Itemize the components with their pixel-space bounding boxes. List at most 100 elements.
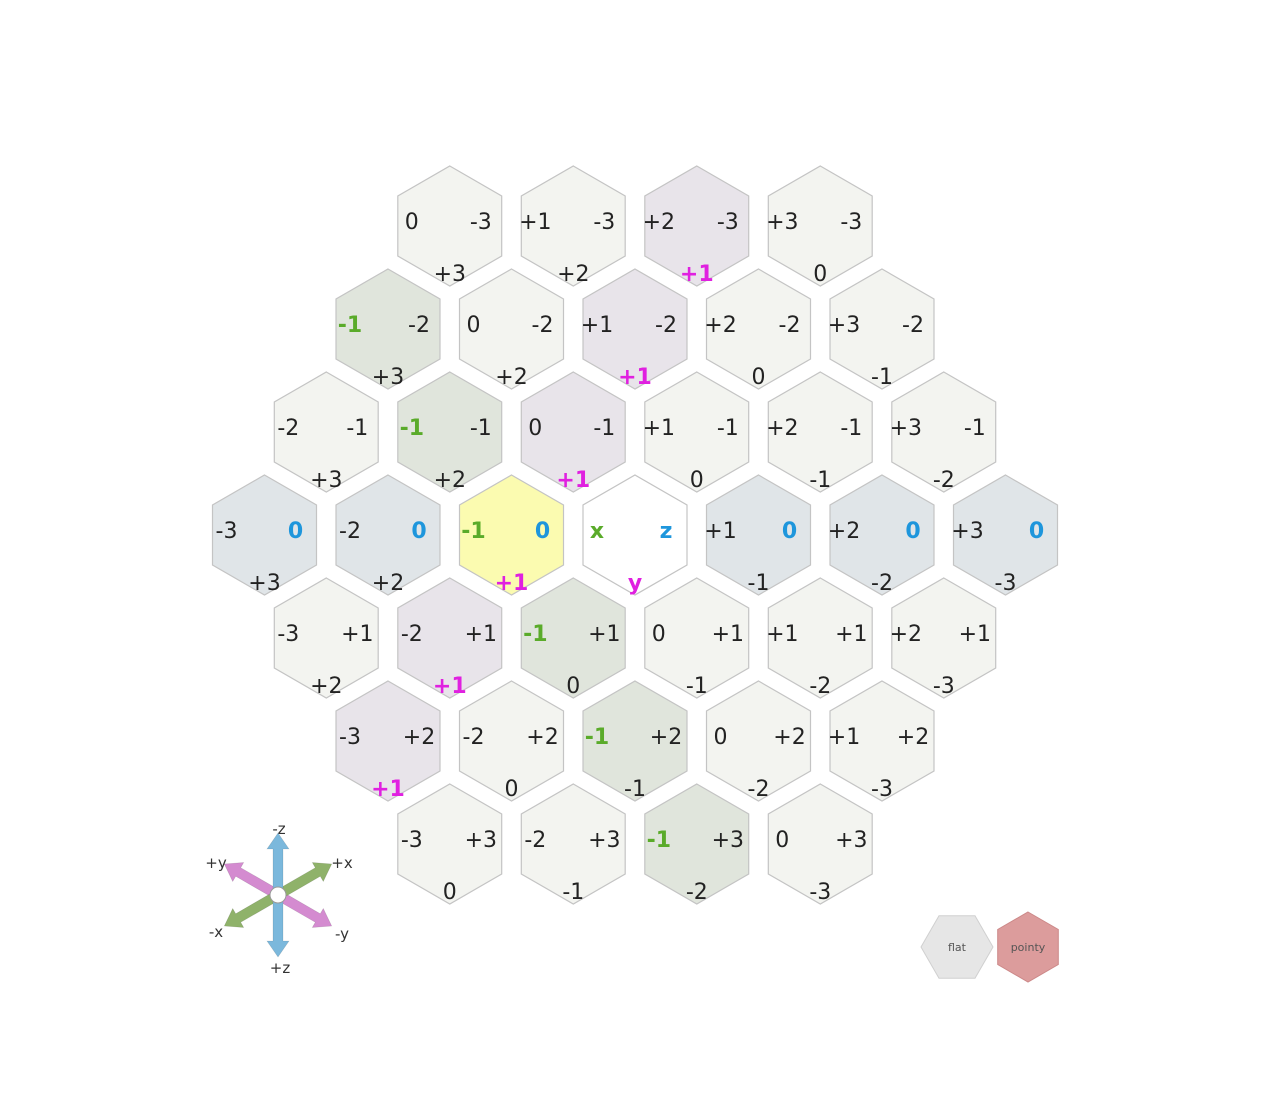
hex-cell[interactable]: -1 +2 -1 [582,680,688,802]
axis-label-plus-z: +z [270,959,291,977]
flat-orientation-button[interactable]: flat [920,915,994,979]
hex-cell[interactable]: -1 +3 -2 [644,783,750,905]
hex-shape[interactable] [644,371,750,493]
hex-cell[interactable]: +1 +1 -2 [766,577,873,699]
pointy-button-label[interactable]: pointy [1011,941,1046,954]
hex-cell[interactable]: -2 +1 +1 [397,577,503,699]
hex-shape[interactable] [952,474,1059,596]
hex-shape[interactable] [397,783,503,905]
hex-x-coord: +2 [704,313,736,338]
hex-shape[interactable] [705,474,812,596]
hex-z-coord: +2 [403,725,435,750]
hex-cell[interactable]: -3 +2 +1 [335,680,441,802]
hex-cell[interactable]: +2 0 -2 [828,474,935,596]
hex-cell[interactable]: -1 0 +1 [458,474,565,596]
hex-cell[interactable]: -1 -1 +2 [397,371,503,493]
hex-shape[interactable] [520,165,626,287]
hex-z-coord: +3 [835,828,867,853]
hex-shape[interactable] [397,165,503,287]
hex-z-coord: 0 [535,519,550,544]
hex-y-coord: +1 [556,468,590,493]
flat-button-shape[interactable] [920,915,994,979]
hex-shape[interactable] [582,680,688,802]
hex-cell[interactable]: +1 -2 +1 [581,268,688,390]
hex-shape[interactable] [458,680,565,802]
hex-shape[interactable] [520,783,626,905]
hex-x-coord: -1 [647,828,671,853]
hex-x-coord: -2 [277,416,299,441]
hex-cell[interactable]: -3 +1 +2 [273,577,379,699]
hex-shape[interactable] [397,371,503,493]
hex-cell[interactable]: -3 +3 0 [397,783,503,905]
hex-x-coord: +1 [828,725,860,750]
hex-y-coord: -3 [809,880,831,905]
hex-shape[interactable] [644,165,750,287]
hex-shape[interactable] [767,371,873,493]
hex-cell[interactable]: +3 -2 -1 [828,268,935,390]
hex-x-coord: +1 [581,313,613,338]
hex-shape[interactable] [582,268,688,390]
hex-shape[interactable] [520,371,626,493]
hex-cell[interactable]: 0 +3 -3 [767,783,873,905]
hex-shape[interactable] [644,577,750,699]
hex-cell[interactable]: 0 +2 -2 [705,680,812,802]
hex-shape[interactable] [273,371,379,493]
hex-shape[interactable] [829,268,935,390]
hex-cell[interactable]: 0 -1 +1 [520,371,626,493]
hex-shape[interactable] [273,577,379,699]
hex-shape[interactable] [891,371,997,493]
hex-cell[interactable]: -2 +2 0 [458,680,565,802]
hex-shape[interactable] [335,474,441,596]
hex-y-coord: +3 [372,365,404,390]
hex-cell[interactable]: +3 0 -3 [951,474,1059,596]
hex-y-coord: 0 [505,777,519,802]
hex-cell[interactable]: +1 -1 0 [643,371,750,493]
hex-shape[interactable] [705,268,812,390]
hex-y-coord: +1 [495,571,529,596]
hex-cells-layer: 0 -3+3+1 -3+2+2 -3+1+3 -30-1 -2+30 -2+2+1 -2+1+… [211,165,1059,905]
hex-cell[interactable]: 0 -3 +3 [397,165,503,287]
hex-cell[interactable]: +1 -3 +2 [519,165,626,287]
hex-shape[interactable] [458,474,565,596]
hex-shape[interactable] [829,680,935,802]
hex-cell[interactable]: +2 -3 +1 [643,165,750,287]
hex-shape[interactable] [767,165,873,287]
hex-cell[interactable]: -1 -2 +3 [335,268,441,390]
hex-x-coord: +2 [643,210,675,235]
hex-cell[interactable]: -2 -1 +3 [273,371,379,493]
pointy-orientation-button[interactable]: pointy [997,911,1059,983]
hex-shape[interactable] [829,474,935,596]
hex-shape[interactable] [582,474,688,596]
hex-shape[interactable] [520,577,626,699]
hex-cell[interactable]: 0 +1 -1 [644,577,750,699]
hex-x-coord: -3 [216,519,238,544]
hex-z-coord: -2 [532,313,554,338]
hex-cell[interactable]: -1 +1 0 [520,577,626,699]
hex-shape[interactable] [891,577,997,699]
hex-shape[interactable] [335,268,441,390]
hex-shape[interactable] [644,783,750,905]
hex-shape[interactable] [211,474,318,596]
hex-cell[interactable]: +1 +2 -3 [828,680,935,802]
hex-cell[interactable]: +1 0 -1 [704,474,812,596]
hex-origin[interactable]: x z y [582,474,688,596]
hex-cell[interactable]: +3 -1 -2 [890,371,997,493]
flat-button-label[interactable]: flat [948,941,967,954]
pointy-button-shape[interactable] [997,911,1059,983]
hex-cell[interactable]: +2 -1 -1 [766,371,873,493]
hex-shape[interactable] [705,680,812,802]
hex-shape[interactable] [335,680,441,802]
hex-cell[interactable]: +3 -3 0 [766,165,873,287]
hex-z-coord: 0 [1029,519,1044,544]
hex-shape[interactable] [458,268,565,390]
hex-shape[interactable] [767,783,873,905]
hex-shape[interactable] [397,577,503,699]
hex-cell[interactable]: +2 +1 -3 [890,577,997,699]
hex-cell[interactable]: -2 +3 -1 [520,783,626,905]
hex-cell[interactable]: -2 0 +2 [335,474,441,596]
hex-cell[interactable]: 0 -2 +2 [458,268,565,390]
hex-shape[interactable] [767,577,873,699]
hex-cell[interactable]: -3 0 +3 [211,474,318,596]
hex-cell[interactable]: +2 -2 0 [704,268,812,390]
